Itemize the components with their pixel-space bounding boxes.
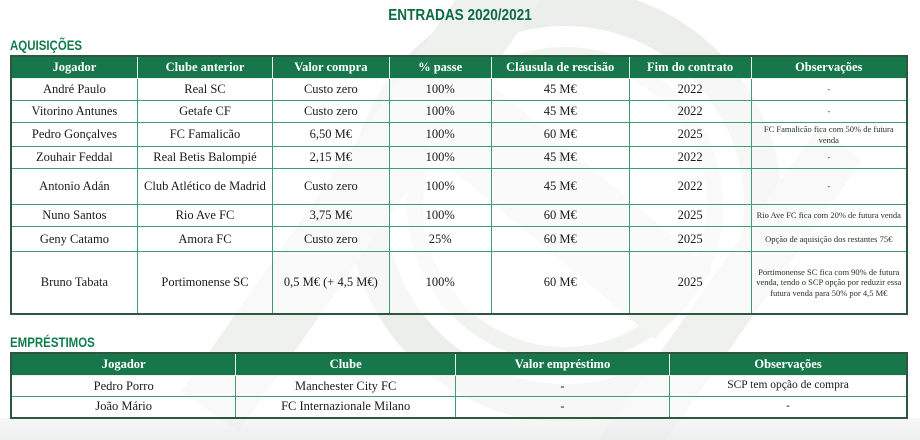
background-band [0, 418, 920, 440]
table-cell-fee: Custo zero [272, 100, 390, 123]
table-cell-player: Pedro Gonçalves [10, 121, 138, 148]
table-cell-end: 2025 [628, 121, 752, 148]
table-cell-end: 2025 [628, 226, 752, 253]
table-cell-clause: 45 M€ [490, 168, 630, 206]
table-cell-player: Geny Catamo [10, 226, 138, 253]
table-cell-end: 2022 [628, 100, 752, 123]
table-row: João Mário FC Internazionale Milano - - [10, 396, 908, 418]
table-cell-club: Portimonense SC [136, 251, 274, 315]
table-cell-obs: - [750, 168, 908, 206]
table-cell-fee: Custo zero [272, 168, 390, 206]
table-row: Vitorino Antunes Getafe CF Custo zero 100% 4… [10, 100, 908, 123]
table-cell-fee: 0,5 M€ (+ 4,5 M€) [272, 251, 390, 315]
table-cell-player: Antonio Adán [10, 168, 138, 206]
table-cell-clause: 60 M€ [490, 251, 630, 315]
table-cell-club: Club Atlético de Madrid [136, 168, 274, 206]
loans-header-row: Jogador Clube Valor empréstimo Observações [10, 353, 908, 376]
table-row: Pedro Gonçalves FC Famalicão 6,50 M€ 100% 60… [10, 121, 908, 148]
table-row: Nuno Santos Rio Ave FC 3,75 M€ 100% 60 M€ 202… [10, 204, 908, 228]
table-cell-obs: Portimonense SC fica com 90% de futura v… [750, 251, 908, 315]
column-header: % passe [388, 56, 492, 79]
column-header: Observações [750, 56, 908, 79]
table-cell-fee: Custo zero [272, 78, 390, 101]
table-cell-obs: - [750, 146, 908, 170]
table-cell-player: Vitorino Antunes [10, 100, 138, 123]
table-cell-value: - [454, 396, 671, 418]
table-cell-obs: Rio Ave FC fica com 20% de futura venda [750, 204, 908, 228]
table-cell-pct: 100% [388, 168, 492, 206]
column-header: Valor empréstimo [454, 353, 671, 376]
table-cell-clause: 45 M€ [490, 146, 630, 170]
table-row: Bruno Tabata Portimonense SC 0,5 M€ (+ 4,5… [10, 251, 908, 315]
table-cell-obs: - [750, 100, 908, 123]
table-cell-pct: 100% [388, 78, 492, 101]
table-cell-club: Amora FC [136, 226, 274, 253]
table-cell-club: FC Famalicão [136, 121, 274, 148]
table-cell-clause: 45 M€ [490, 100, 630, 123]
table-cell-club: Manchester City FC [235, 375, 456, 397]
table-cell-pct: 100% [388, 100, 492, 123]
acquisitions-header-row: Jogador Clube anterior Valor compra% passe… [10, 56, 908, 79]
column-header: Valor compra [272, 56, 390, 79]
table-cell-clause: 45 M€ [490, 78, 630, 101]
table-row: Pedro Porro Manchester City FC - SCP tem op… [10, 375, 908, 397]
table-cell-fee: 6,50 M€ [272, 121, 390, 148]
table-row: André Paulo Real SC Custo zero 100% 45 M€ 202… [10, 78, 908, 101]
table-cell-fee: Custo zero [272, 226, 390, 253]
table-cell-obs: FC Famalicão fica com 50% de futura vend… [750, 121, 908, 148]
column-header: Clube [235, 353, 456, 376]
table-cell-obs: - [750, 78, 908, 101]
table-cell-fee: 3,75 M€ [272, 204, 390, 228]
loans-table: Jogador Clube Valor empréstimo Observações … [10, 352, 908, 419]
table-cell-obs: - [669, 396, 908, 418]
acquisitions-table: Jogador Clube anterior Valor compra% passe… [10, 55, 908, 315]
table-cell-club: Real Betis Balompié [136, 146, 274, 170]
section-title-aquisicoes: AQUISIÇÕES [10, 37, 83, 53]
table-cell-player: Bruno Tabata [10, 251, 138, 315]
table-cell-pct: 100% [388, 204, 492, 228]
page-title: ENTRADAS 2020/2021 [388, 7, 532, 24]
table-cell-clause: 60 M€ [490, 204, 630, 228]
table-cell-club: Real SC [136, 78, 274, 101]
table-cell-value: - [454, 375, 671, 397]
table-cell-club: Rio Ave FC [136, 204, 274, 228]
column-header: Fim do contrato [628, 56, 752, 79]
table-row: Geny Catamo Amora FC Custo zero 25% 60 M€ 202… [10, 226, 908, 253]
table-cell-end: 2025 [628, 251, 752, 315]
table-cell-end: 2022 [628, 78, 752, 101]
table-cell-obs: Opção de aquisição dos restantes 75€ [750, 226, 908, 253]
column-header: Clube anterior [136, 56, 274, 79]
table-cell-pct: 100% [388, 121, 492, 148]
acquisitions-section: AQUISIÇÕES Jogador Clube anterior Valor co… [0, 37, 920, 315]
table-cell-clause: 60 M€ [490, 121, 630, 148]
table-cell-pct: 100% [388, 251, 492, 315]
table-cell-player: João Mário [10, 396, 237, 418]
column-header: Jogador [10, 353, 237, 376]
column-header: Jogador [10, 56, 138, 79]
column-header: Observações [669, 353, 908, 376]
loans-section: EMPRÉSTIMOS Jogador Clube Valor empréstimo… [0, 334, 920, 419]
table-cell-player: André Paulo [10, 78, 138, 101]
table-cell-club: FC Internazionale Milano [235, 396, 456, 418]
table-cell-fee: 2,15 M€ [272, 146, 390, 170]
table-cell-end: 2022 [628, 146, 752, 170]
table-cell-player: Nuno Santos [10, 204, 138, 228]
table-row: Zouhair Feddal Real Betis Balompié 2,15 M€… [10, 146, 908, 170]
section-title-emprestimos: EMPRÉSTIMOS [10, 334, 95, 350]
table-cell-pct: 25% [388, 226, 492, 253]
table-cell-end: 2022 [628, 168, 752, 206]
table-row: Antonio Adán Club Atlético de Madrid Custo… [10, 168, 908, 206]
table-cell-end: 2025 [628, 204, 752, 228]
column-header: Cláusula de rescisão [490, 56, 630, 79]
table-cell-player: Pedro Porro [10, 375, 237, 397]
table-cell-club: Getafe CF [136, 100, 274, 123]
table-cell-clause: 60 M€ [490, 226, 630, 253]
table-cell-pct: 100% [388, 146, 492, 170]
table-cell-player: Zouhair Feddal [10, 146, 138, 170]
table-cell-obs: SCP tem opção de compra [669, 375, 908, 397]
